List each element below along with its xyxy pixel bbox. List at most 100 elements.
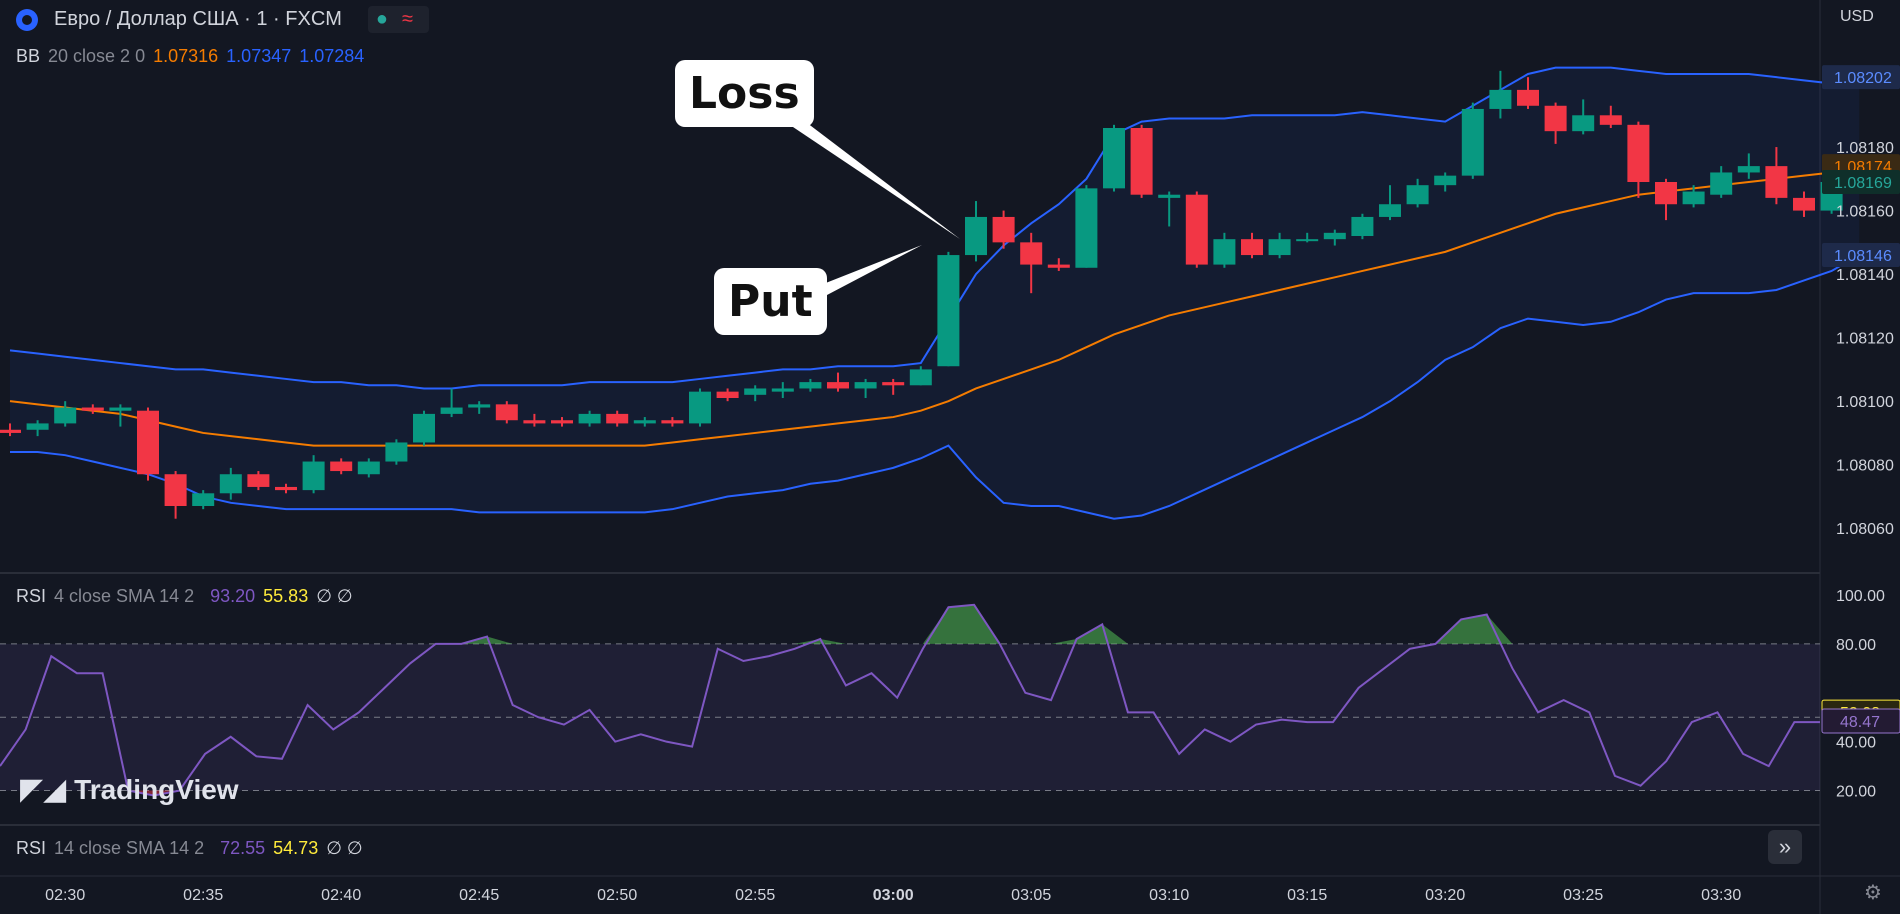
candle-body bbox=[1737, 166, 1760, 173]
candle-body bbox=[1323, 232, 1346, 240]
candle bbox=[1489, 70, 1512, 119]
bb-legend-upper: 1.07347 bbox=[226, 46, 292, 66]
candle bbox=[1655, 178, 1677, 221]
candle-body bbox=[109, 407, 132, 411]
bb-upper-line bbox=[9, 66, 1860, 390]
candle bbox=[882, 378, 905, 395]
rsi-tick-label: 100.00 bbox=[1836, 588, 1885, 605]
candle bbox=[495, 401, 518, 424]
bb-upper-price-label: 1.08202 bbox=[1834, 70, 1892, 87]
candle-body bbox=[164, 474, 187, 506]
candle-body bbox=[965, 216, 987, 256]
candle-body bbox=[799, 382, 822, 389]
rsi-value-axis-label-bg bbox=[1821, 708, 1900, 734]
price-axis[interactable]: 1.08160 1.08140 1.08120 1.08100 1.08080 1.080… bbox=[1821, 65, 1900, 801]
candle bbox=[413, 410, 435, 446]
candle-body bbox=[1103, 128, 1125, 189]
candle-body bbox=[26, 423, 49, 430]
candlestick-series bbox=[0, 70, 1843, 519]
candle-body bbox=[551, 420, 573, 424]
candle bbox=[192, 490, 215, 510]
candle-body bbox=[882, 382, 905, 386]
price-tick-label: 1.08060 bbox=[1836, 521, 1894, 538]
candle-body bbox=[854, 382, 877, 389]
candle bbox=[330, 458, 353, 475]
candle bbox=[1213, 232, 1236, 268]
bb-legend-lower: 1.07284 bbox=[299, 46, 365, 66]
bb-upper-price-label-bg bbox=[1822, 65, 1900, 90]
candle-body bbox=[247, 474, 270, 487]
time-tick-label: 03:20 bbox=[1425, 887, 1465, 904]
candle bbox=[81, 404, 104, 414]
time-axis[interactable]: 02:30 02:35 02:40 02:45 02:50 02:55 03:00 03:05… bbox=[45, 887, 1741, 904]
candle-body bbox=[1379, 204, 1401, 217]
candle bbox=[1544, 102, 1567, 144]
currency-label[interactable]: USD bbox=[1840, 8, 1874, 25]
candle bbox=[1793, 191, 1815, 217]
market-status-badge[interactable]: ● ≈ bbox=[367, 6, 429, 33]
rsi4-legend-label: RSI bbox=[16, 586, 47, 606]
rsi14-legend-extra: ∅ ∅ bbox=[326, 838, 363, 858]
candle-body bbox=[330, 461, 353, 472]
candle-body bbox=[1296, 239, 1319, 242]
rsi14-legend-sma: 54.73 bbox=[273, 838, 319, 858]
candle-body bbox=[1075, 188, 1098, 268]
candle bbox=[1572, 99, 1595, 135]
candle-body bbox=[1406, 185, 1429, 205]
candle-body bbox=[689, 391, 711, 424]
candle bbox=[965, 201, 987, 262]
candle-body bbox=[578, 413, 601, 424]
bb-lower-price-label-bg bbox=[1822, 243, 1900, 268]
candle bbox=[1103, 124, 1125, 192]
bb-legend-params: 20 close 2 0 bbox=[48, 46, 146, 66]
candle bbox=[219, 467, 242, 500]
rsi4-legend-value: 93.20 bbox=[210, 586, 256, 606]
candle-body bbox=[1213, 239, 1236, 265]
candle bbox=[137, 407, 159, 481]
candle-body bbox=[1710, 172, 1733, 195]
candle-body bbox=[937, 255, 960, 367]
candle-body bbox=[1572, 115, 1595, 132]
candle bbox=[992, 210, 1015, 249]
bb-middle-line bbox=[9, 165, 1860, 447]
candle bbox=[109, 404, 132, 427]
candle bbox=[578, 410, 601, 427]
rsi-band-fill bbox=[0, 643, 1820, 791]
candle bbox=[1323, 229, 1346, 246]
gear-icon[interactable]: ⚙ bbox=[1864, 882, 1882, 904]
price-tick-label: 1.08080 bbox=[1836, 458, 1894, 475]
time-tick-label: 03:00 bbox=[873, 887, 914, 904]
candle-body bbox=[1517, 89, 1539, 106]
time-tick-label: 03:05 bbox=[1011, 887, 1051, 904]
price-tick-label: 1.08120 bbox=[1836, 331, 1894, 348]
candle bbox=[385, 439, 408, 465]
tradingview-watermark: ◤◢ TradingView bbox=[20, 772, 239, 807]
rsi14-legend[interactable]: RSI 14 close SMA 14 2 72.55 54.73 ∅ ∅ bbox=[16, 838, 371, 859]
candle bbox=[799, 378, 822, 392]
candle bbox=[1020, 232, 1043, 294]
candle bbox=[1434, 172, 1457, 192]
candle bbox=[1130, 124, 1153, 198]
price-tick-label: 1.08180 bbox=[1836, 140, 1894, 157]
candle-body bbox=[81, 407, 104, 411]
rsi4-legend[interactable]: RSI 4 close SMA 14 2 93.20 55.83 ∅ ∅ bbox=[16, 586, 361, 607]
candle-body bbox=[137, 410, 159, 475]
candle-body bbox=[1185, 194, 1208, 265]
loss-callout-pointer bbox=[790, 110, 960, 239]
bb-legend-middle: 1.07316 bbox=[153, 46, 219, 66]
candle bbox=[909, 366, 932, 386]
candle-body bbox=[192, 493, 215, 506]
scroll-to-realtime-button[interactable]: » bbox=[1768, 830, 1802, 864]
candle bbox=[1737, 153, 1760, 179]
candle-body bbox=[1793, 197, 1815, 211]
candle-body bbox=[54, 407, 77, 424]
bb-legend[interactable]: BB 20 close 2 0 1.07316 1.07347 1.07284 bbox=[16, 46, 372, 67]
candle-body bbox=[633, 420, 656, 424]
rsi-line bbox=[0, 603, 1820, 797]
symbol-title[interactable]: Евро / Доллар США · 1 · FXCM bbox=[54, 8, 342, 30]
symbol-header[interactable]: Евро / Доллар США · 1 · FXCM ● ≈ bbox=[16, 6, 437, 33]
candle-body bbox=[413, 413, 435, 443]
candle bbox=[1185, 191, 1208, 268]
